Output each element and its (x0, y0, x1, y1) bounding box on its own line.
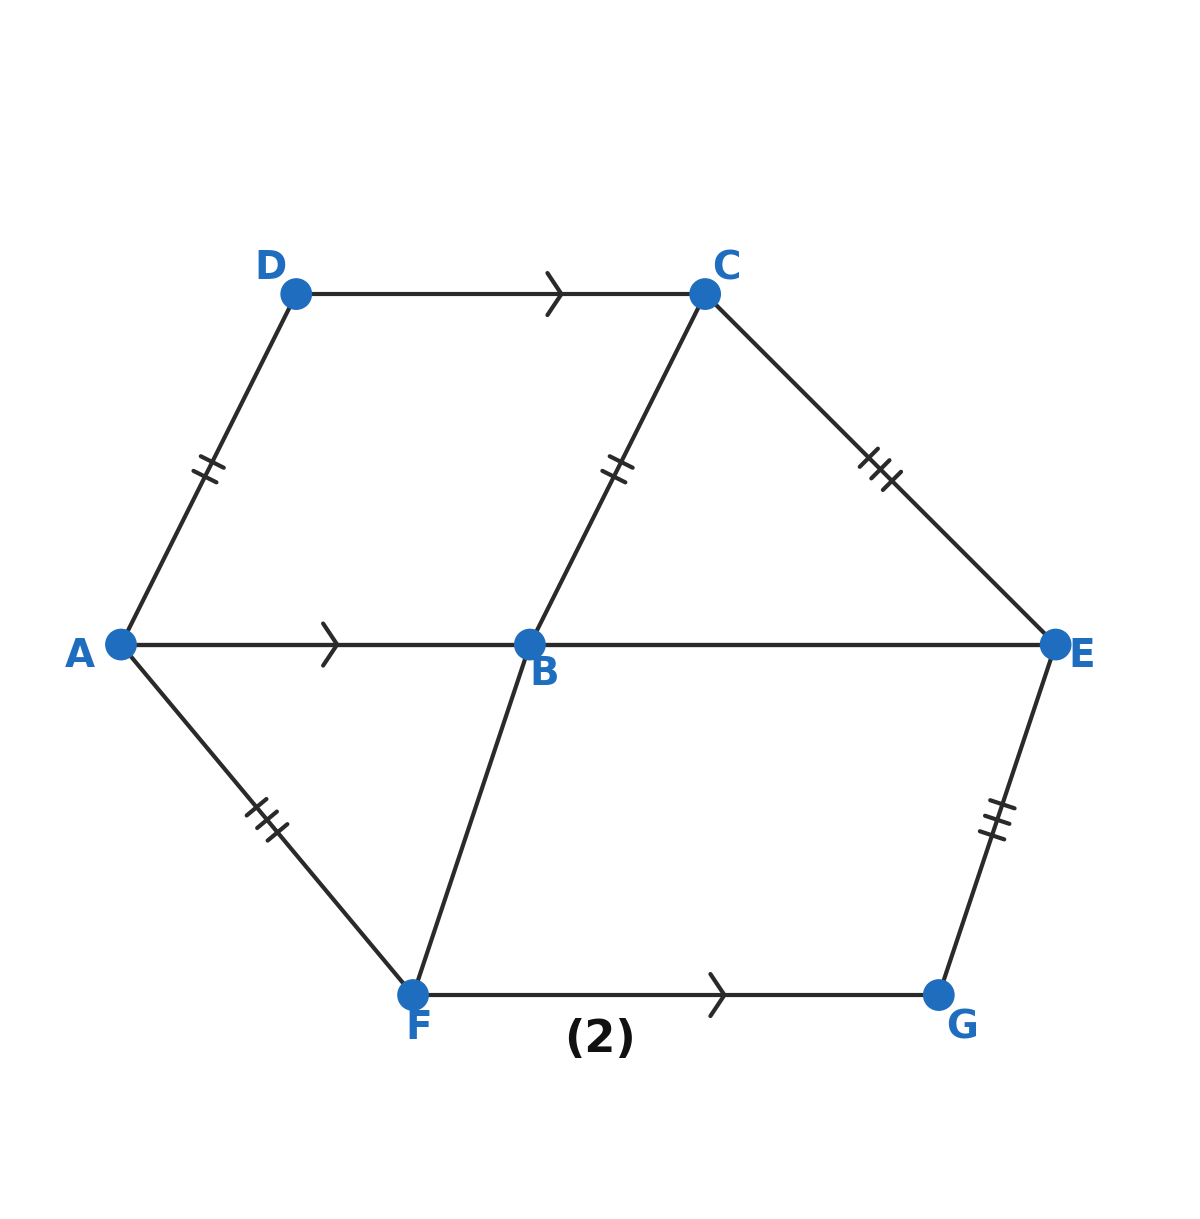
Circle shape (106, 629, 136, 659)
Circle shape (1040, 629, 1070, 659)
Text: C: C (712, 250, 740, 288)
Text: F: F (406, 1009, 432, 1047)
Text: B: B (529, 655, 559, 692)
Circle shape (690, 279, 720, 310)
Circle shape (515, 629, 545, 659)
Text: D: D (254, 250, 287, 288)
Text: E: E (1068, 638, 1094, 675)
Circle shape (281, 279, 312, 310)
Circle shape (924, 980, 954, 1011)
Text: A: A (65, 638, 95, 675)
Text: (2): (2) (564, 1018, 636, 1061)
Text: G: G (947, 1009, 978, 1047)
Circle shape (398, 980, 428, 1011)
